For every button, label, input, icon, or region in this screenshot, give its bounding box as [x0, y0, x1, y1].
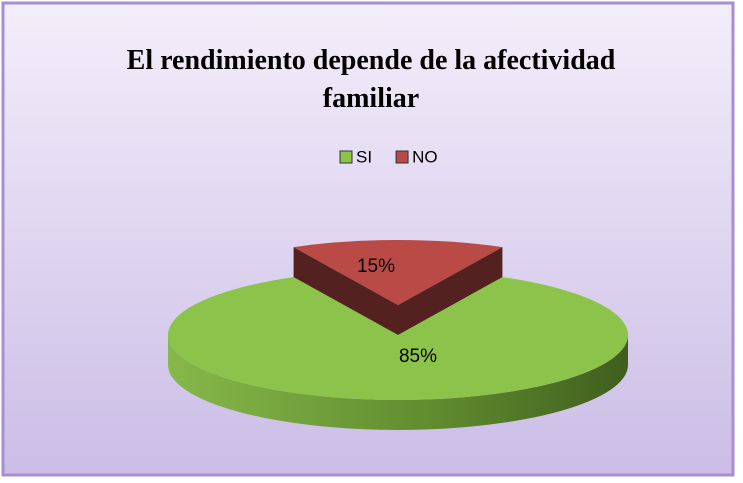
slice-wall: [398, 247, 503, 335]
legend-label: SI: [356, 147, 372, 166]
slice-wall: [293, 247, 398, 335]
legend-label: NO: [412, 147, 438, 166]
pie-slice: [293, 240, 503, 305]
legend-swatch: [339, 150, 353, 164]
legend-swatch: [395, 150, 409, 164]
pie-slice: [168, 277, 628, 400]
slice-side: [168, 335, 628, 430]
data-label: 15%: [357, 256, 395, 277]
data-label: 85%: [399, 346, 437, 367]
chart-title: El rendimiento depende de la afectividad…: [126, 45, 616, 114]
